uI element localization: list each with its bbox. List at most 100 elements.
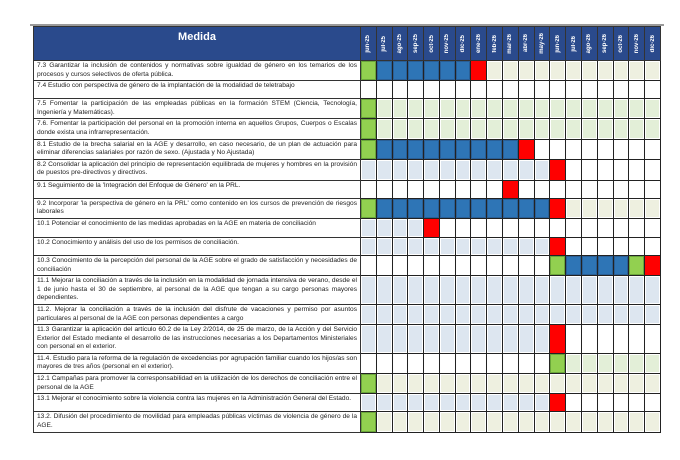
timeline-cell <box>549 275 567 305</box>
timeline-cell <box>470 303 488 326</box>
timeline-cell <box>596 138 614 160</box>
timeline-cell <box>502 324 519 354</box>
timeline-cell <box>486 98 504 120</box>
timeline-cell <box>502 303 519 326</box>
timeline-cell <box>470 98 488 120</box>
timeline-cell <box>407 179 425 199</box>
timeline-cell <box>628 80 646 100</box>
timeline-cell <box>391 373 409 395</box>
timeline-cell <box>454 158 472 181</box>
timeline-cell <box>533 158 551 181</box>
timeline-cell <box>517 217 535 238</box>
month-header: nov-26 <box>628 26 646 61</box>
timeline-cell <box>407 98 425 120</box>
top-border <box>30 24 664 26</box>
timeline-cell <box>438 217 456 238</box>
timeline-cell <box>454 275 472 305</box>
timeline-cell <box>580 80 598 100</box>
timeline-cell <box>423 217 440 238</box>
table-row: 10.3 Conocimiento de la percepción del p… <box>33 254 661 277</box>
month-header: sep-26 <box>596 26 614 61</box>
timeline-cell <box>628 393 646 413</box>
timeline-cell <box>596 324 614 354</box>
timeline-cell <box>502 393 519 413</box>
timeline-cell <box>360 197 377 219</box>
timeline-cell <box>502 179 519 199</box>
timeline-cell <box>423 179 440 199</box>
timeline-cell <box>375 324 393 354</box>
timeline-cell <box>517 411 535 434</box>
timeline-cell <box>470 158 488 181</box>
timeline-cell <box>628 179 646 199</box>
timeline-cell <box>596 118 614 140</box>
timeline-cell <box>423 59 440 82</box>
timeline-cell <box>580 254 598 277</box>
timeline-cell <box>391 352 409 375</box>
table-row: 7.3 Garantizar la inclusión de contenido… <box>33 59 661 82</box>
timeline-cell <box>438 197 456 219</box>
timeline-cell <box>628 118 646 140</box>
timeline-cell <box>407 324 425 354</box>
timeline-cell <box>644 373 661 395</box>
month-label: abr-26 <box>523 34 530 53</box>
timeline-cell <box>580 411 598 434</box>
medida-text: 11.4. Estudio para la reforma de la regu… <box>33 352 361 375</box>
medida-text: 9.2 Incorporar 'la perspectiva de género… <box>33 197 361 219</box>
timeline-cell <box>612 197 630 219</box>
month-label: nov-25 <box>444 33 451 54</box>
month-header: mar-26 <box>502 26 519 61</box>
timeline-cell <box>454 411 472 434</box>
month-header: ene-26 <box>470 26 488 61</box>
table-row: 8.1 Estudio de la brecha salarial en la … <box>33 138 661 160</box>
timeline-cell <box>391 80 409 100</box>
timeline-cell <box>375 80 393 100</box>
timeline-cell <box>423 98 440 120</box>
timeline-cell <box>486 254 504 277</box>
timeline-cell <box>596 217 614 238</box>
timeline-cell <box>486 80 504 100</box>
timeline-cell <box>549 236 567 256</box>
timeline-cell <box>470 80 488 100</box>
timeline-cell <box>596 411 614 434</box>
timeline-cell <box>628 197 646 219</box>
timeline-cell <box>517 275 535 305</box>
medida-text: 11.2. Mejorar la conciliación a través d… <box>33 303 361 326</box>
timeline-cell <box>517 324 535 354</box>
timeline-cell <box>375 275 393 305</box>
timeline-cell <box>533 393 551 413</box>
timeline-cell <box>438 158 456 181</box>
timeline-cell <box>486 158 504 181</box>
month-header: ago-25 <box>391 26 409 61</box>
header-row: Medida jun-25 jul-25 ago-25 sep-25 oct-25 nov… <box>33 26 661 61</box>
timeline-cell <box>628 254 646 277</box>
timeline-cell <box>423 303 440 326</box>
timeline-cell <box>407 158 425 181</box>
timeline-cell <box>502 158 519 181</box>
timeline-cell <box>565 303 582 326</box>
timeline-cell <box>565 393 582 413</box>
timeline-cell <box>628 98 646 120</box>
timeline-cell <box>580 303 598 326</box>
timeline-cell <box>391 179 409 199</box>
timeline-cell <box>502 254 519 277</box>
timeline-cell <box>391 158 409 181</box>
timeline-cell <box>454 138 472 160</box>
timeline-cell <box>486 303 504 326</box>
table-row: 10.1 Potenciar el conocimiento de las me… <box>33 217 661 238</box>
timeline-cell <box>596 59 614 82</box>
table-row: 11.3 Garantizar la aplicación del artícu… <box>33 324 661 354</box>
timeline-cell <box>644 197 661 219</box>
timeline-cell <box>612 275 630 305</box>
timeline-cell <box>391 303 409 326</box>
timeline-cell <box>454 303 472 326</box>
timeline-cell <box>612 411 630 434</box>
timeline-cell <box>565 59 582 82</box>
timeline-cell <box>612 324 630 354</box>
timeline-cell <box>533 373 551 395</box>
timeline-cell <box>517 254 535 277</box>
month-header: dic-25 <box>454 26 472 61</box>
table-row: 13.2. Difusión del procedimiento de movi… <box>33 411 661 434</box>
timeline-cell <box>454 59 472 82</box>
timeline-cell <box>502 236 519 256</box>
timeline-cell <box>486 59 504 82</box>
